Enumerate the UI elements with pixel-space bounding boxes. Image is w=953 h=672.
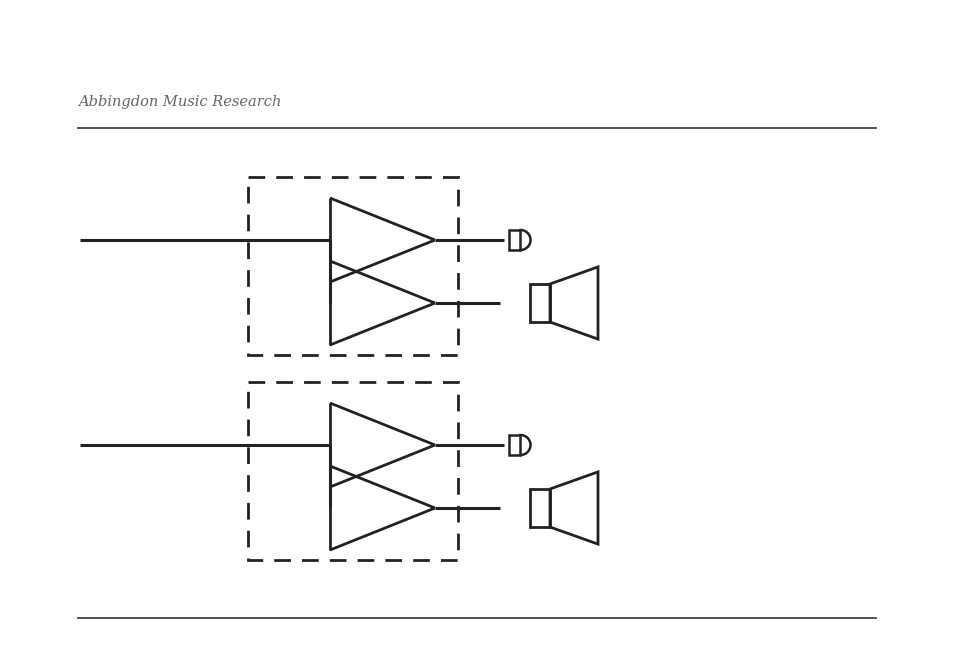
Bar [248,177,457,355]
Text: Abbingdon Music Research: Abbingdon Music Research [78,95,281,109]
Bar [248,382,457,560]
